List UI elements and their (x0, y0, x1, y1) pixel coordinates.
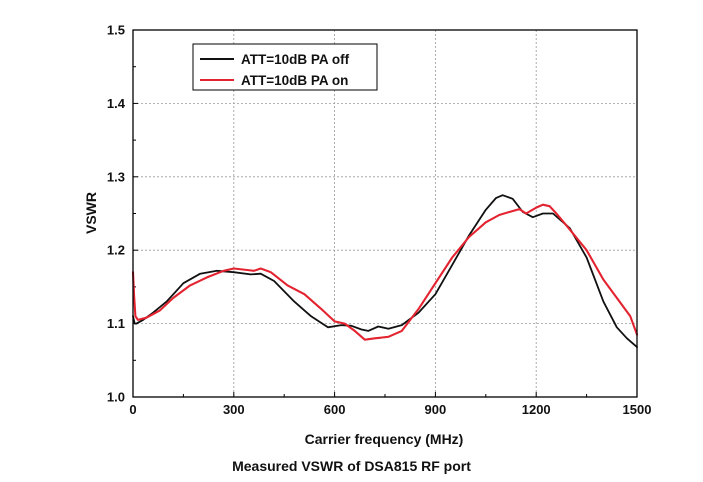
legend-label-pa-off: ATT=10dB PA off (241, 52, 350, 67)
legend: ATT=10dB PA off ATT=10dB PA on (192, 43, 378, 91)
figure-caption: Measured VSWR of DSA815 RF port (232, 458, 471, 474)
legend-box (192, 43, 378, 91)
x-tick-label: 1200 (522, 402, 551, 417)
series-group (131, 194, 639, 348)
tick-labels: 0 300 600 900 1200 1500 1.0 1.1 1.2 1.3 1.4 1.5 (107, 23, 652, 418)
y-axis-title: VSWR (83, 192, 99, 234)
plot-area-frame (132, 29, 638, 398)
legend-label-pa-on: ATT=10dB PA on (241, 73, 348, 88)
x-tick-label: 600 (324, 402, 346, 417)
y-tick-label: 1.1 (107, 316, 125, 331)
y-tick-label: 1.2 (107, 243, 125, 258)
y-tick-label: 1.4 (107, 96, 126, 111)
x-axis-title: Carrier frequency (MHz) (305, 431, 464, 447)
x-tick-label: 1500 (623, 402, 652, 417)
y-tick-label: 1.3 (107, 169, 125, 184)
series-line-att-10db-pa-off (132, 194, 638, 348)
x-tick-label: 0 (129, 402, 136, 417)
x-tick-label: 900 (425, 402, 447, 417)
series-line-att-10db-pa-on (131, 203, 639, 341)
y-tick-label: 1.0 (107, 390, 125, 405)
grid-lines (133, 30, 637, 397)
y-tick-label: 1.5 (107, 23, 125, 38)
x-tick-label: 300 (223, 402, 245, 417)
